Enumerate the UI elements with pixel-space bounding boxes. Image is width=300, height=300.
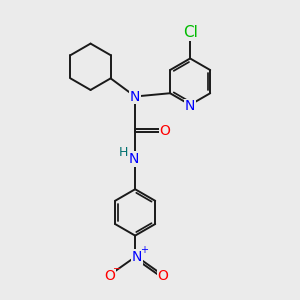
Text: O: O bbox=[157, 269, 168, 283]
Text: O: O bbox=[159, 124, 170, 138]
Text: O: O bbox=[104, 269, 115, 283]
Text: −: − bbox=[112, 264, 121, 274]
Text: H: H bbox=[119, 146, 128, 160]
Text: N: N bbox=[128, 152, 139, 166]
Text: +: + bbox=[140, 245, 148, 256]
Text: N: N bbox=[130, 89, 140, 103]
Text: N: N bbox=[131, 250, 142, 264]
Text: N: N bbox=[185, 99, 195, 113]
Text: Cl: Cl bbox=[183, 25, 198, 40]
